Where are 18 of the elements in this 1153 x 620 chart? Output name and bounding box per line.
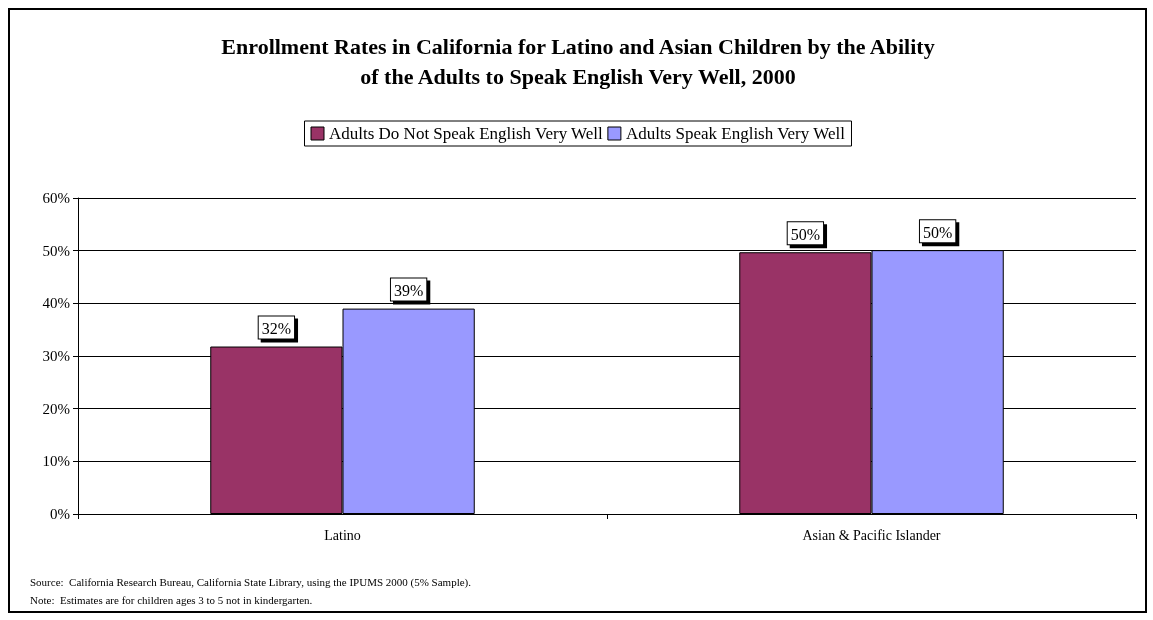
data-label: 50%	[790, 225, 821, 243]
y-tick-label: 0%	[50, 506, 70, 522]
y-tick-label: 20%	[42, 400, 70, 417]
legend-label: Adults Do Not Speak English Very Well	[329, 124, 604, 143]
data-label: 32%	[261, 320, 292, 338]
text: Note: Estimates are for children ages 3 to 5 not in kindergarten.	[30, 593, 313, 606]
y-tick-label: 60%	[42, 190, 70, 206]
source-note: Source: California Research Bureau, California State Library, using the IPUMS 2000 (5% Sample).	[30, 575, 472, 589]
y-tick-label: 50%	[42, 242, 70, 259]
chart-title: Enrollment Rates in California for Latino and Asian Children by the Ability of the Adults to Speak English Very Well, 2000	[221, 33, 935, 89]
x-tick-label: Latino	[324, 527, 361, 543]
legend-label: Adults Speak English Very Well	[625, 124, 846, 143]
y-tick-label: 40%	[42, 295, 70, 312]
y-tick-label: 30%	[42, 348, 70, 364]
data-label: 39%	[393, 282, 424, 300]
data-label: 50%	[922, 223, 953, 241]
x-tick-label: Asian & Pacific Islander	[802, 527, 941, 543]
y-tick-label: 10%	[42, 453, 70, 470]
